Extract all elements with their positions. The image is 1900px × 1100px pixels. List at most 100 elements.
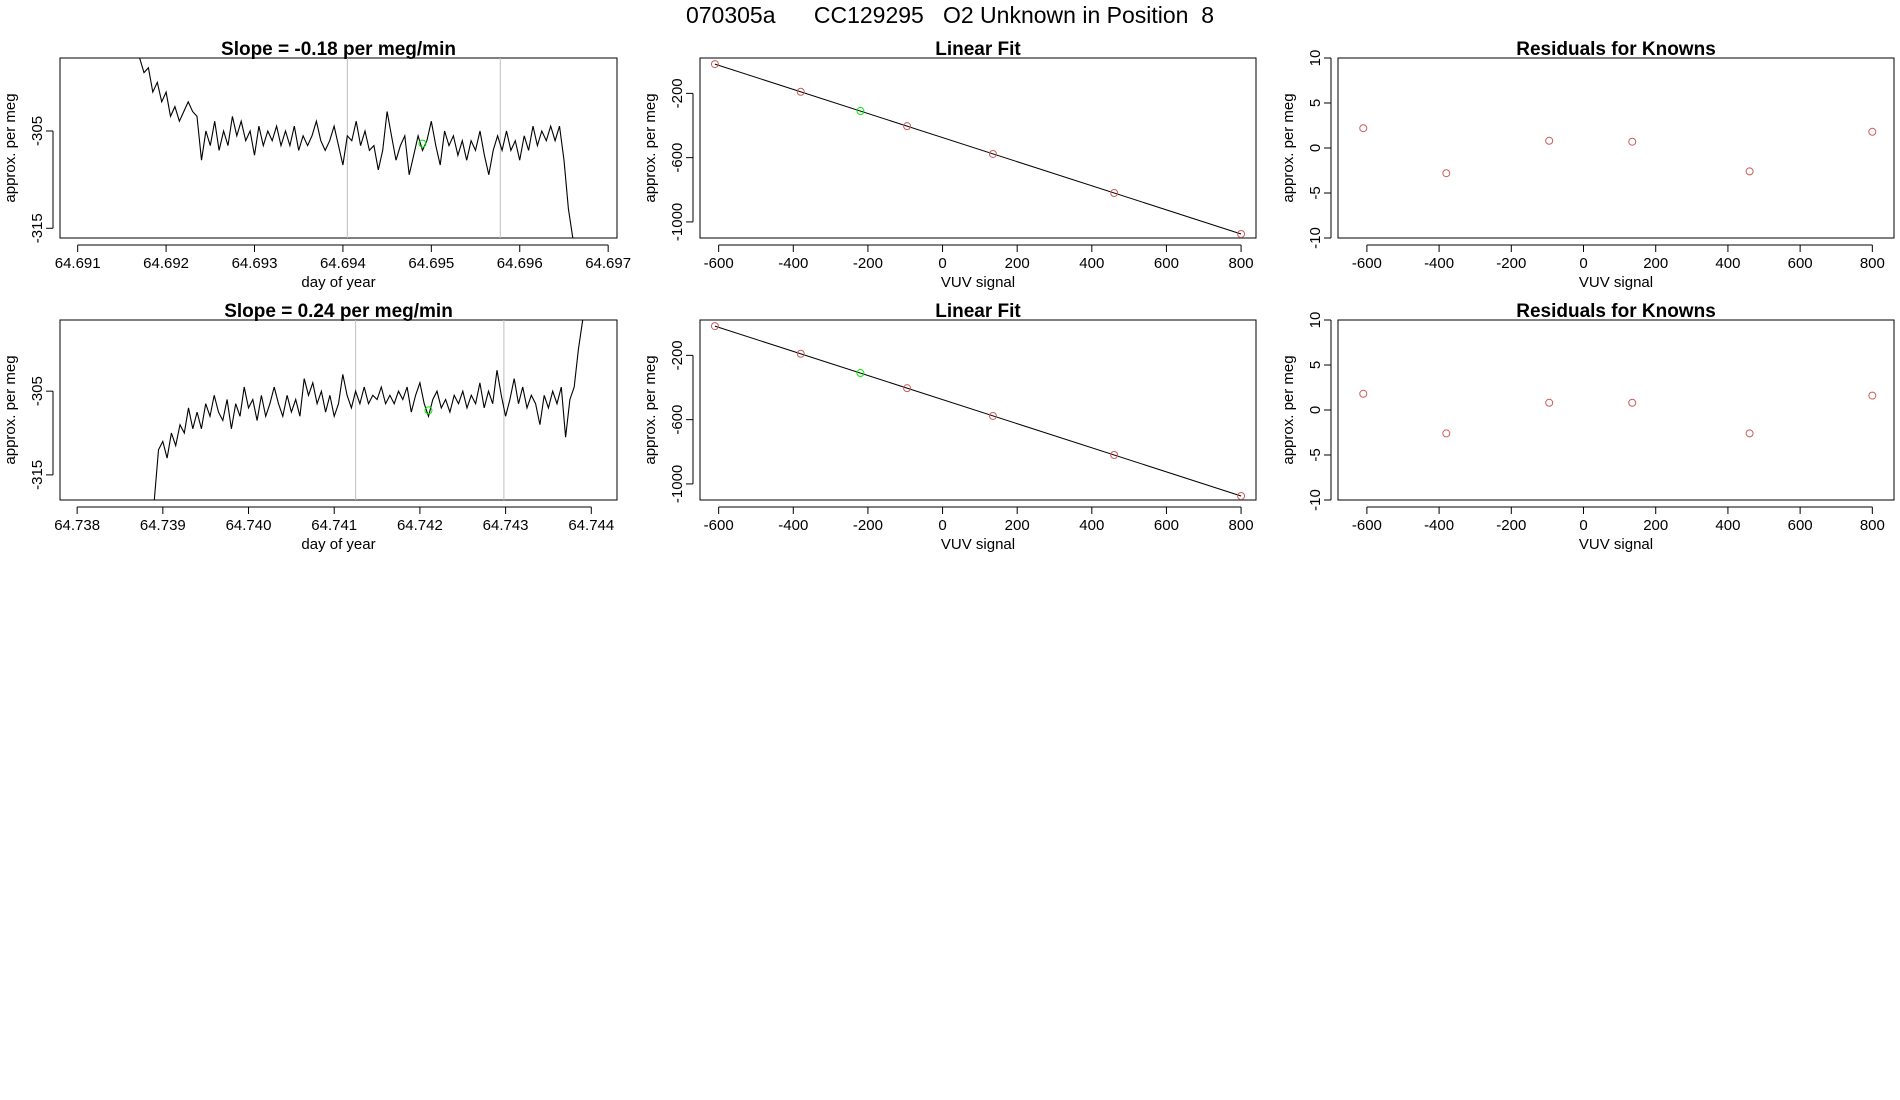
plot-area — [1359, 124, 1877, 178]
x-tick-label: 0 — [938, 255, 946, 272]
y-tick-label: -200 — [669, 340, 686, 370]
known-point — [1359, 124, 1368, 133]
x-tick-label: 64.691 — [55, 255, 101, 272]
y-tick-label: -1000 — [669, 203, 686, 241]
known-point — [1545, 398, 1554, 407]
x-tick-label: 0 — [1579, 255, 1587, 272]
known-point — [1545, 136, 1554, 145]
x-tick-label: 600 — [1154, 517, 1179, 534]
y-tick-label: -5 — [1307, 448, 1324, 461]
unknown-marker — [418, 139, 427, 148]
x-tick-label: -600 — [704, 255, 734, 272]
known-point — [1868, 127, 1877, 136]
known-point — [1359, 389, 1368, 398]
page-title: 070305a CC129295 O2 Unknown in Position … — [685, 2, 1215, 28]
panel-res2: Residuals for Knowns -600 -400 -200 0 200 400 6… — [1280, 301, 1895, 553]
known-point — [1237, 229, 1246, 238]
x-tick-label: 400 — [1079, 255, 1104, 272]
known-point — [710, 322, 719, 331]
fit-line — [714, 63, 1242, 235]
known-point — [1110, 189, 1119, 197]
y-axis-label: approx. per meg — [1280, 355, 1297, 464]
plot-area — [153, 320, 584, 500]
x-tick-label: 800 — [1860, 517, 1885, 534]
plot-frame — [699, 319, 1257, 501]
plot-area — [139, 58, 574, 238]
x-tick-label: 200 — [1643, 517, 1668, 534]
y-tick-label: 5 — [1307, 361, 1324, 369]
x-tick-label: 64.740 — [226, 517, 272, 534]
x-tick-label: 64.696 — [497, 255, 543, 272]
known-point — [1110, 451, 1119, 459]
plot-frame — [1337, 57, 1895, 239]
panel-res1: Residuals for Knowns -600 -400 -200 0 200 400 6… — [1280, 39, 1895, 291]
x-tick-label: -400 — [1424, 517, 1454, 534]
series-line — [153, 320, 584, 500]
x-tick-label: 600 — [1788, 255, 1813, 272]
x-tick-label: 200 — [1643, 255, 1668, 272]
x-tick-label: -200 — [853, 255, 883, 272]
y-tick-label: 10 — [1307, 312, 1324, 329]
x-tick-label: -200 — [1496, 517, 1526, 534]
x-tick-label: 600 — [1788, 517, 1813, 534]
y-tick-label: 0 — [1307, 406, 1324, 414]
x-tick-label: 800 — [1860, 255, 1885, 272]
x-axis-label: VUV signal — [941, 536, 1015, 553]
known-point — [1868, 391, 1877, 400]
y-axis-label: approx. per meg — [642, 355, 659, 464]
x-tick-label: 400 — [1715, 255, 1740, 272]
x-tick-label: 64.741 — [311, 517, 357, 534]
x-tick-label: 64.692 — [143, 255, 189, 272]
plot-frame — [1337, 319, 1895, 501]
known-point — [710, 60, 719, 69]
known-point — [988, 411, 997, 420]
series-line — [139, 58, 574, 238]
x-axis-label: VUV signal — [1579, 536, 1653, 553]
x-tick-label: 64.694 — [320, 255, 366, 272]
x-tick-label: 0 — [1579, 517, 1587, 534]
x-tick-label: 0 — [938, 517, 946, 534]
known-point — [1628, 137, 1637, 146]
y-tick-label: -305 — [29, 116, 46, 146]
y-tick-label: -315 — [29, 460, 46, 490]
x-tick-label: 600 — [1154, 255, 1179, 272]
y-tick-label: -200 — [669, 78, 686, 108]
known-point — [1442, 169, 1451, 178]
plot-frame — [59, 319, 618, 501]
known-point — [1628, 398, 1637, 407]
known-point — [903, 122, 912, 131]
plot-area — [710, 60, 1246, 238]
y-axis-label: approx. per meg — [2, 93, 19, 202]
x-tick-label: 400 — [1715, 517, 1740, 534]
x-tick-label: 64.743 — [483, 517, 529, 534]
x-tick-label: 200 — [1005, 517, 1030, 534]
x-tick-label: -600 — [1352, 517, 1382, 534]
y-tick-label: -305 — [29, 376, 46, 406]
x-tick-label: 64.695 — [408, 255, 454, 272]
y-tick-label: -600 — [669, 143, 686, 173]
y-tick-label: -5 — [1307, 186, 1324, 199]
panel-title: Residuals for Knowns — [1516, 39, 1716, 60]
x-tick-label: 64.742 — [397, 517, 443, 534]
fit-line — [714, 325, 1242, 497]
known-point — [796, 349, 805, 358]
y-tick-label: 10 — [1307, 50, 1324, 67]
panel-ts2: Slope = 0.24 per meg/min 64.738 64.739 64.7… — [2, 301, 618, 553]
panel-title: Slope = -0.18 per meg/min — [221, 39, 456, 60]
y-tick-label: -10 — [1307, 489, 1324, 511]
panel-title: Residuals for Knowns — [1516, 301, 1716, 322]
x-tick-label: 64.739 — [140, 517, 186, 534]
unknown-marker — [424, 406, 433, 415]
x-tick-label: -400 — [1424, 255, 1454, 272]
y-axis-label: approx. per meg — [1280, 93, 1297, 202]
y-tick-label: -600 — [669, 405, 686, 435]
x-tick-label: -600 — [704, 517, 734, 534]
x-tick-label: 64.693 — [232, 255, 278, 272]
y-tick-label: -10 — [1307, 227, 1324, 249]
y-tick-label: 5 — [1307, 99, 1324, 107]
panel-fit2: Linear Fit -600 -400 -200 0 200 400 600 800 -1000… — [642, 301, 1257, 553]
plot-frame — [59, 57, 618, 239]
x-axis-label: day of year — [301, 274, 375, 291]
x-tick-label: -400 — [778, 255, 808, 272]
